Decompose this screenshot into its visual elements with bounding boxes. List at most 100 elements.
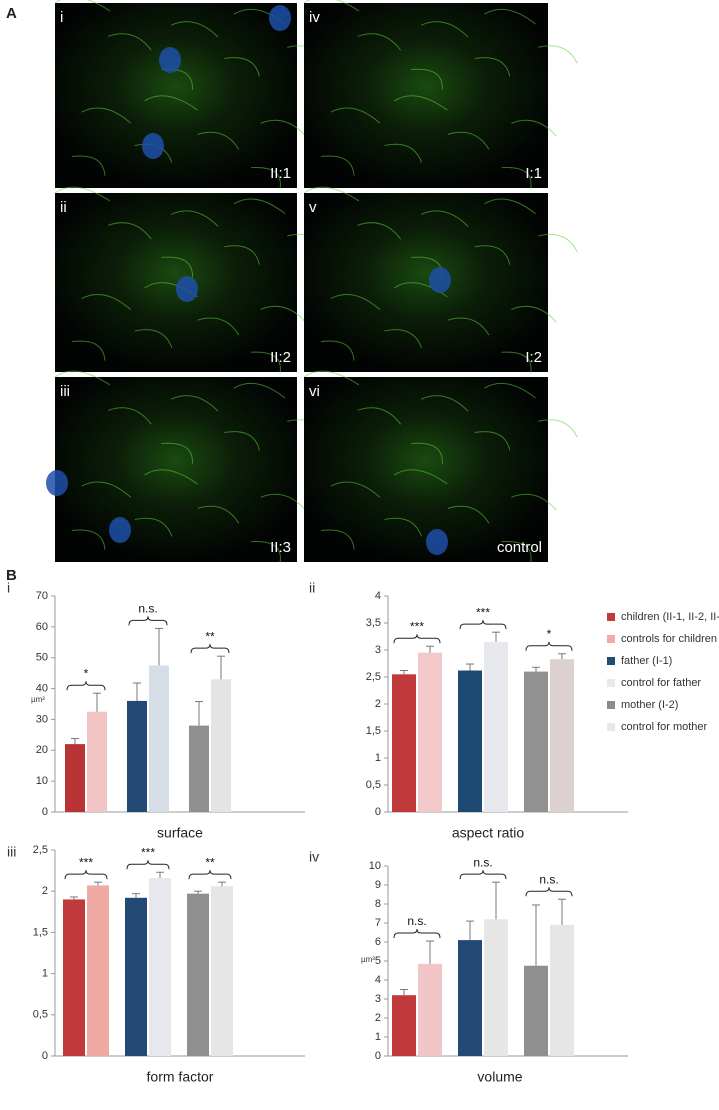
mito-strand [71, 155, 106, 176]
mito-strand [250, 351, 281, 374]
micrograph [304, 3, 548, 188]
bar [87, 711, 107, 812]
bar [484, 641, 508, 812]
significance-brace [190, 644, 230, 654]
mito-strand [447, 131, 490, 150]
mito-strand [81, 481, 131, 498]
y-tick-label: 4 [375, 590, 381, 602]
y-tick-label: 1,5 [366, 725, 381, 737]
bar [149, 665, 169, 812]
mito-strand [71, 340, 106, 361]
significance-label: * [547, 627, 552, 641]
legend-label: controls for children [621, 633, 717, 645]
mito-strand [170, 21, 219, 38]
mito-strand [260, 119, 307, 137]
significance-brace [525, 887, 573, 897]
mito-strand [484, 198, 536, 215]
mito-strand [81, 294, 131, 310]
bar [189, 725, 209, 812]
y-tick-label: 5 [375, 955, 381, 967]
mito-strand [224, 57, 260, 77]
mito-strand [54, 186, 111, 202]
chart-panel-label: iii [7, 844, 16, 860]
mito-strand [134, 517, 173, 537]
mito-strand [330, 107, 381, 124]
significance-label: n.s. [473, 855, 492, 869]
image-sample-label: control [497, 539, 542, 556]
significance-brace [393, 929, 441, 939]
y-tick-label: 3 [375, 993, 381, 1005]
significance-label: * [84, 666, 89, 680]
y-tick-label: 20 [36, 744, 48, 756]
y-tick-label: 60 [36, 621, 48, 633]
mito-strand [170, 210, 219, 227]
nucleus [426, 529, 448, 555]
significance-brace [66, 681, 106, 691]
legend-swatch [607, 657, 615, 665]
bar [65, 744, 85, 812]
bar [458, 940, 482, 1056]
bar [211, 679, 231, 812]
mito-strand [511, 119, 557, 137]
mito-strand [357, 222, 402, 240]
mito-strand [321, 340, 355, 361]
nucleus [176, 276, 198, 302]
image-panel-label: iii [60, 383, 70, 400]
mito-strand [161, 256, 193, 278]
mito-strand [197, 505, 240, 524]
mito-strand [197, 317, 240, 336]
bar [524, 671, 548, 812]
significance-label: n.s. [138, 602, 157, 616]
mito-strand [233, 382, 286, 399]
significance-brace [188, 870, 232, 880]
image-panel-label: i [60, 9, 63, 26]
y-tick-label: 0 [42, 806, 48, 818]
bar [524, 965, 548, 1056]
bar [63, 899, 85, 1056]
mito-strand [357, 407, 402, 425]
mito-strand [394, 282, 448, 298]
significance-brace [525, 641, 573, 651]
mito-strand [233, 198, 286, 215]
mito-strand [108, 407, 152, 425]
mito-strand [224, 431, 260, 451]
y-tick-label: 0,5 [33, 1009, 48, 1021]
mito-strand [144, 95, 198, 111]
mito-strand [474, 245, 511, 265]
y-tick-label: 1 [375, 752, 381, 764]
mito-strand [321, 155, 355, 176]
mito-strand [321, 529, 355, 550]
mito-strand [197, 131, 240, 150]
nucleus [109, 517, 131, 543]
legend-swatch [607, 679, 615, 687]
bar [211, 886, 233, 1056]
legend-swatch [607, 701, 615, 709]
y-tick-label: 1 [42, 968, 48, 980]
significance-label: *** [476, 605, 490, 619]
y-tick-label: 2 [375, 1012, 381, 1024]
significance-label: ** [205, 629, 215, 643]
y-tick-label: 50 [36, 652, 48, 664]
y-tick-label: 7 [375, 917, 381, 929]
x-axis-label: form factor [147, 1069, 214, 1085]
legend-label: control for father [621, 677, 701, 689]
y-axis-label: µm³ [361, 955, 375, 964]
mito-strand [81, 107, 131, 124]
legend-label: control for mother [621, 721, 708, 733]
y-tick-label: 2,5 [33, 844, 48, 856]
significance-brace [64, 870, 108, 880]
mito-strand [384, 329, 422, 348]
chart-panel-label: ii [309, 580, 315, 596]
bar [125, 897, 147, 1056]
bar [550, 924, 574, 1056]
mito-strand [108, 33, 152, 51]
image-sample-label: II:2 [270, 349, 291, 366]
mito-strand [420, 395, 469, 412]
significance-brace [126, 860, 170, 870]
mito-strand [108, 222, 152, 240]
significance-label: *** [141, 845, 155, 859]
significance-label: *** [79, 855, 93, 869]
mito-strand [303, 370, 360, 386]
mito-strand [71, 529, 106, 550]
